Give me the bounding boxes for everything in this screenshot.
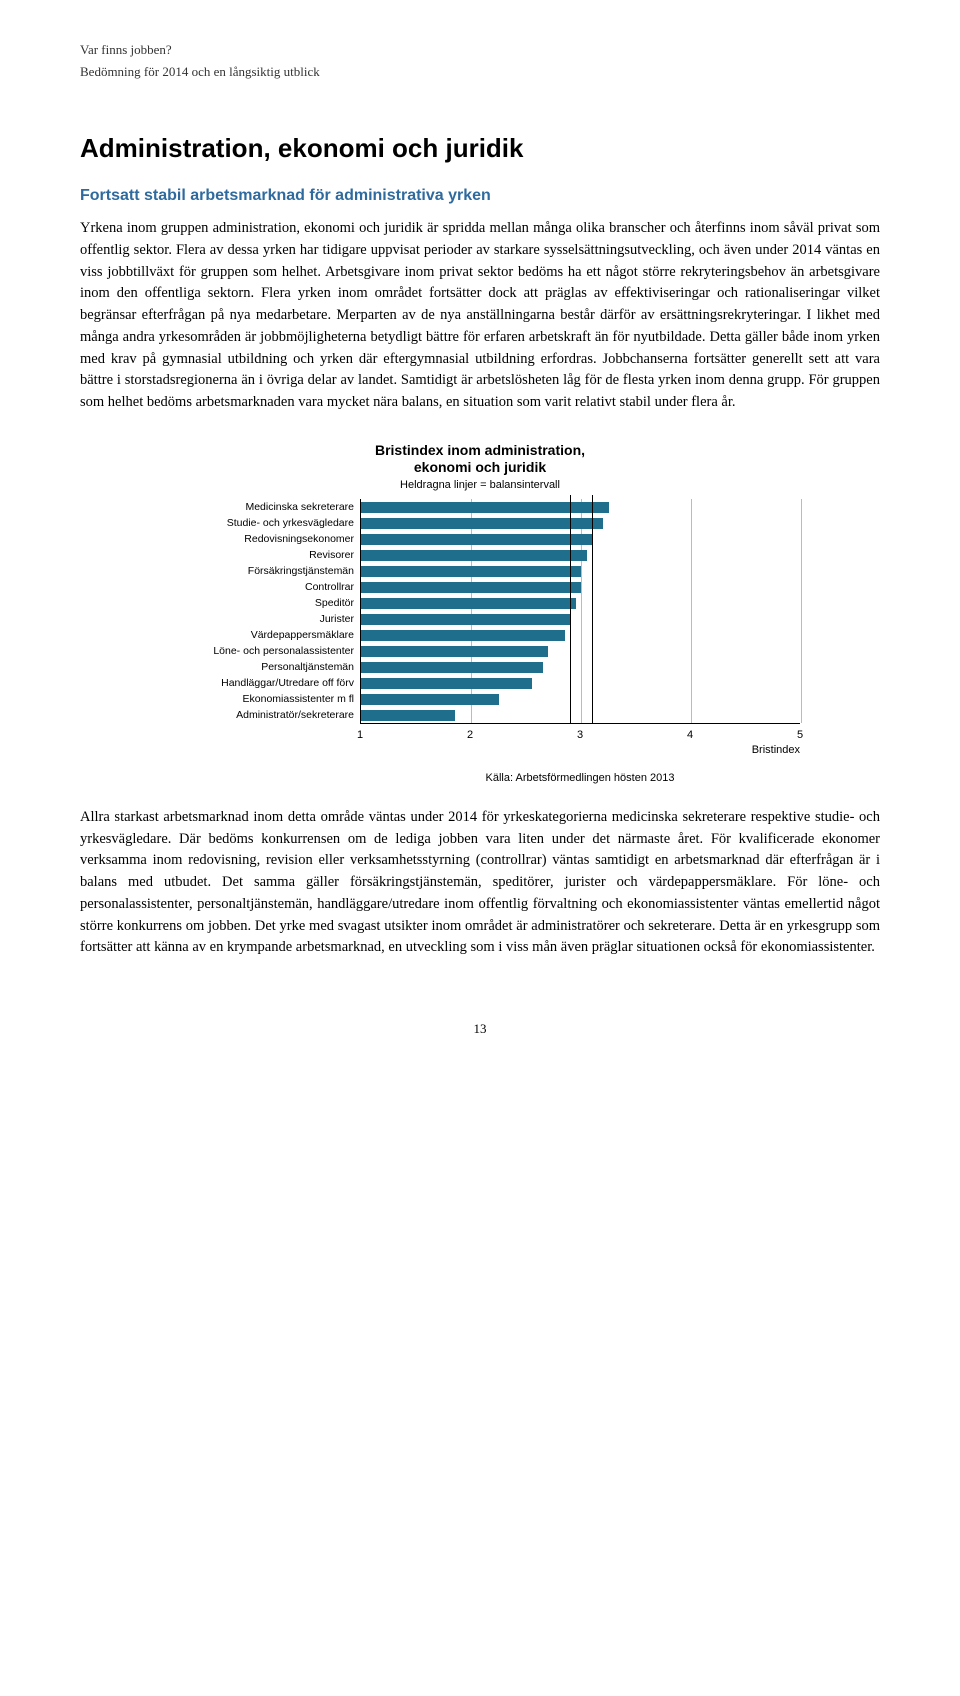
chart-x-label: Bristindex	[752, 742, 800, 759]
chart-bar-row	[361, 707, 800, 723]
chart-bar	[361, 694, 499, 705]
chart-x-tick: 5	[797, 727, 803, 744]
chart-x-tick: 3	[577, 727, 583, 744]
chart-bars	[361, 499, 800, 723]
chart-bar	[361, 710, 455, 721]
document-header: Var finns jobben? Bedömning för 2014 och…	[80, 40, 880, 81]
chart-category-label: Försäkringstjänstemän	[160, 563, 354, 579]
chart-bar	[361, 662, 543, 673]
chart-bar	[361, 630, 565, 641]
chart-bar-row	[361, 659, 800, 675]
page-number: 13	[80, 1019, 880, 1039]
chart-bar-row	[361, 643, 800, 659]
chart-bar-row	[361, 547, 800, 563]
chart-x-tick: 1	[357, 727, 363, 744]
chart-plot-area	[360, 499, 800, 724]
chart-bar	[361, 534, 592, 545]
chart-category-label: Löne- och personalassistenter	[160, 643, 354, 659]
chart-bar-row	[361, 691, 800, 707]
paragraph-2: Allra starkast arbetsmarknad inom detta …	[80, 807, 880, 959]
chart-category-label: Personaltjänstemän	[160, 659, 354, 675]
header-line-1: Var finns jobben?	[80, 40, 880, 60]
chart-subtitle: Heldragna linjer = balansintervall	[400, 477, 560, 494]
chart-category-label: Revisorer	[160, 547, 354, 563]
chart-category-label: Jurister	[160, 611, 354, 627]
chart-category-label: Speditör	[160, 595, 354, 611]
chart-category-label: Ekonomiassistenter m fl	[160, 691, 354, 707]
chart-bar	[361, 502, 609, 513]
header-line-2: Bedömning för 2014 och en långsiktig utb…	[80, 62, 880, 82]
paragraph-1: Yrkena inom gruppen administration, ekon…	[80, 218, 880, 414]
chart-bar	[361, 518, 603, 529]
chart-category-label: Studie- och yrkesvägledare	[160, 515, 354, 531]
chart-source: Källa: Arbetsförmedlingen hösten 2013	[486, 770, 675, 787]
chart-bar-row	[361, 595, 800, 611]
chart-bar-row	[361, 627, 800, 643]
chart-bar	[361, 646, 548, 657]
chart-category-label: Administratör/sekreterare	[160, 707, 354, 723]
chart-category-label: Värdepappersmäklare	[160, 627, 354, 643]
section-subtitle: Fortsatt stabil arbetsmarknad för admini…	[80, 184, 880, 208]
chart-x-tick: 2	[467, 727, 473, 744]
chart-bar-row	[361, 499, 800, 515]
chart-balance-line	[570, 495, 571, 724]
chart-category-label: Handläggar/Utredare off förv	[160, 675, 354, 691]
chart-balance-line	[592, 495, 593, 724]
bristindex-chart: Bristindex inom administration, ekonomi …	[160, 442, 800, 787]
chart-bar-row	[361, 675, 800, 691]
chart-bar-row	[361, 611, 800, 627]
chart-category-label: Redovisningsekonomer	[160, 531, 354, 547]
chart-gridline	[801, 499, 802, 723]
chart-bar	[361, 582, 581, 593]
chart-y-labels: Medicinska sekreterareStudie- och yrkesv…	[160, 499, 360, 724]
chart-title-line2: ekonomi och juridik	[414, 459, 546, 475]
chart-x-axis: Bristindex 12345	[360, 724, 800, 742]
chart-bar	[361, 550, 587, 561]
chart-bar-row	[361, 579, 800, 595]
section-title: Administration, ekonomi och juridik	[80, 129, 880, 168]
chart-bar	[361, 678, 532, 689]
chart-x-tick: 4	[687, 727, 693, 744]
chart-bar	[361, 598, 576, 609]
chart-bar	[361, 614, 570, 625]
chart-bar-row	[361, 531, 800, 547]
chart-category-label: Controllrar	[160, 579, 354, 595]
chart-bar-row	[361, 515, 800, 531]
chart-bar	[361, 566, 581, 577]
chart-title: Bristindex inom administration, ekonomi …	[375, 442, 585, 477]
chart-grid: Medicinska sekreterareStudie- och yrkesv…	[160, 499, 800, 724]
chart-bar-row	[361, 563, 800, 579]
chart-category-label: Medicinska sekreterare	[160, 499, 354, 515]
chart-title-line1: Bristindex inom administration,	[375, 442, 585, 458]
